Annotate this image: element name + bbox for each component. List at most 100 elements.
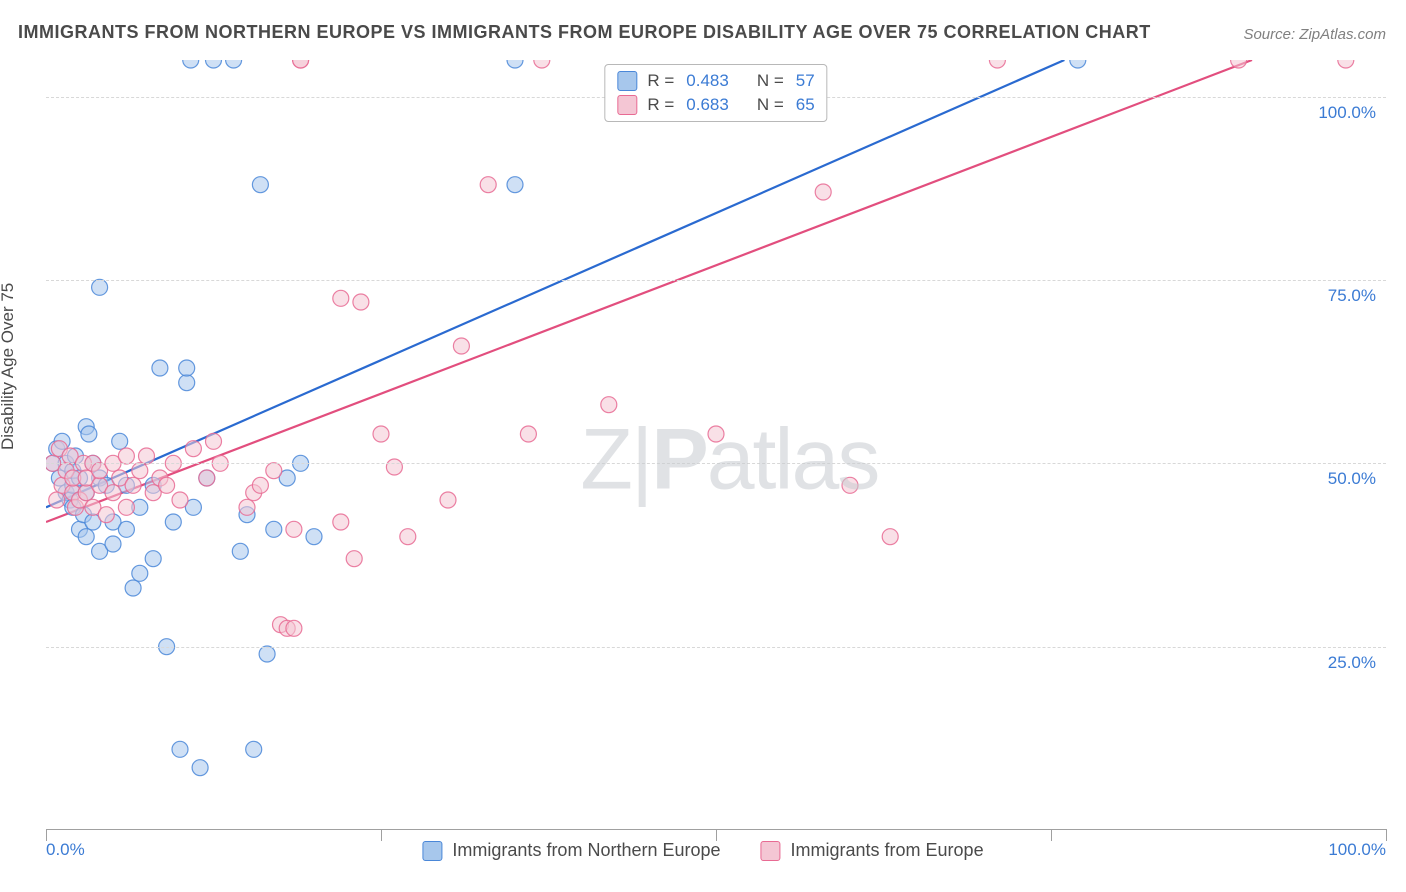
point-europe <box>118 448 134 464</box>
point-europe <box>440 492 456 508</box>
point-europe <box>346 551 362 567</box>
point-europe <box>386 459 402 475</box>
x-axis-label-right: 100.0% <box>1328 840 1386 860</box>
chart-title: IMMIGRANTS FROM NORTHERN EUROPE VS IMMIG… <box>18 22 1151 43</box>
point-europe <box>286 521 302 537</box>
point-europe <box>172 492 188 508</box>
grid-line <box>46 463 1386 464</box>
point-northern <box>507 177 523 193</box>
x-tick <box>1386 829 1387 841</box>
y-tick-label: 25.0% <box>1328 653 1376 673</box>
point-northern <box>165 514 181 530</box>
plot-inner <box>46 60 1386 829</box>
y-tick-label: 100.0% <box>1318 103 1376 123</box>
point-northern <box>179 375 195 391</box>
point-europe <box>266 463 282 479</box>
x-axis-label-left: 0.0% <box>46 840 85 860</box>
grid-line <box>46 647 1386 648</box>
y-axis-title: Disability Age Over 75 <box>0 283 18 450</box>
point-europe <box>1338 60 1354 68</box>
point-europe <box>206 433 222 449</box>
point-europe <box>842 477 858 493</box>
n-label: N = <box>757 95 784 115</box>
source-label: Source: ZipAtlas.com <box>1243 26 1386 43</box>
chart-svg <box>46 60 1386 829</box>
point-northern <box>1070 60 1086 68</box>
plot-area: R = 0.483 N = 57 R = 0.683 N = 65 Z|Patl… <box>46 60 1386 830</box>
y-tick-label: 50.0% <box>1328 469 1376 489</box>
point-europe <box>708 426 724 442</box>
point-northern <box>132 565 148 581</box>
swatch-northern-bottom <box>422 841 442 861</box>
point-northern <box>266 521 282 537</box>
point-northern <box>145 551 161 567</box>
point-europe <box>520 426 536 442</box>
swatch-europe-bottom <box>761 841 781 861</box>
point-europe <box>286 620 302 636</box>
point-europe <box>293 60 309 68</box>
point-europe <box>882 529 898 545</box>
point-europe <box>815 184 831 200</box>
point-europe <box>534 60 550 68</box>
n-value-europe: 65 <box>796 95 815 115</box>
swatch-europe <box>617 95 637 115</box>
x-tick <box>1051 829 1052 841</box>
point-northern <box>507 60 523 68</box>
point-europe <box>453 338 469 354</box>
point-northern <box>105 536 121 552</box>
point-europe <box>125 477 141 493</box>
r-value-europe: 0.683 <box>686 95 729 115</box>
point-europe <box>118 499 134 515</box>
point-northern <box>226 60 242 68</box>
point-northern <box>259 646 275 662</box>
point-europe <box>185 441 201 457</box>
point-europe <box>98 507 114 523</box>
point-northern <box>81 426 97 442</box>
point-europe <box>252 477 268 493</box>
point-northern <box>192 760 208 776</box>
point-northern <box>232 543 248 559</box>
point-northern <box>179 360 195 376</box>
point-europe <box>139 448 155 464</box>
swatch-northern <box>617 71 637 91</box>
point-northern <box>152 360 168 376</box>
point-northern <box>183 60 199 68</box>
point-europe <box>480 177 496 193</box>
grid-line <box>46 280 1386 281</box>
n-value-northern: 57 <box>796 71 815 91</box>
regression-line-northern <box>46 60 1064 507</box>
point-europe <box>49 492 65 508</box>
point-northern <box>125 580 141 596</box>
point-europe <box>400 529 416 545</box>
x-tick <box>381 829 382 841</box>
series-name-northern: Immigrants from Northern Europe <box>452 840 720 861</box>
point-europe <box>989 60 1005 68</box>
legend-item-northern: Immigrants from Northern Europe <box>422 840 720 861</box>
r-label: R = <box>647 71 674 91</box>
r-value-northern: 0.483 <box>686 71 729 91</box>
point-europe <box>199 470 215 486</box>
point-northern <box>206 60 222 68</box>
point-northern <box>306 529 322 545</box>
legend-item-europe: Immigrants from Europe <box>761 840 984 861</box>
legend-series: Immigrants from Northern Europe Immigran… <box>422 840 983 861</box>
point-europe <box>601 397 617 413</box>
point-europe <box>353 294 369 310</box>
point-europe <box>333 514 349 530</box>
point-northern <box>118 521 134 537</box>
point-northern <box>172 741 188 757</box>
y-tick-label: 75.0% <box>1328 286 1376 306</box>
point-northern <box>78 529 94 545</box>
legend-correlation: R = 0.483 N = 57 R = 0.683 N = 65 <box>604 64 827 122</box>
point-europe <box>105 485 121 501</box>
point-europe <box>132 463 148 479</box>
point-northern <box>246 741 262 757</box>
series-name-europe: Immigrants from Europe <box>791 840 984 861</box>
n-label: N = <box>757 71 784 91</box>
point-northern <box>92 279 108 295</box>
point-europe <box>373 426 389 442</box>
legend-row-europe: R = 0.683 N = 65 <box>617 93 814 117</box>
point-northern <box>112 433 128 449</box>
r-label: R = <box>647 95 674 115</box>
point-europe <box>159 477 175 493</box>
